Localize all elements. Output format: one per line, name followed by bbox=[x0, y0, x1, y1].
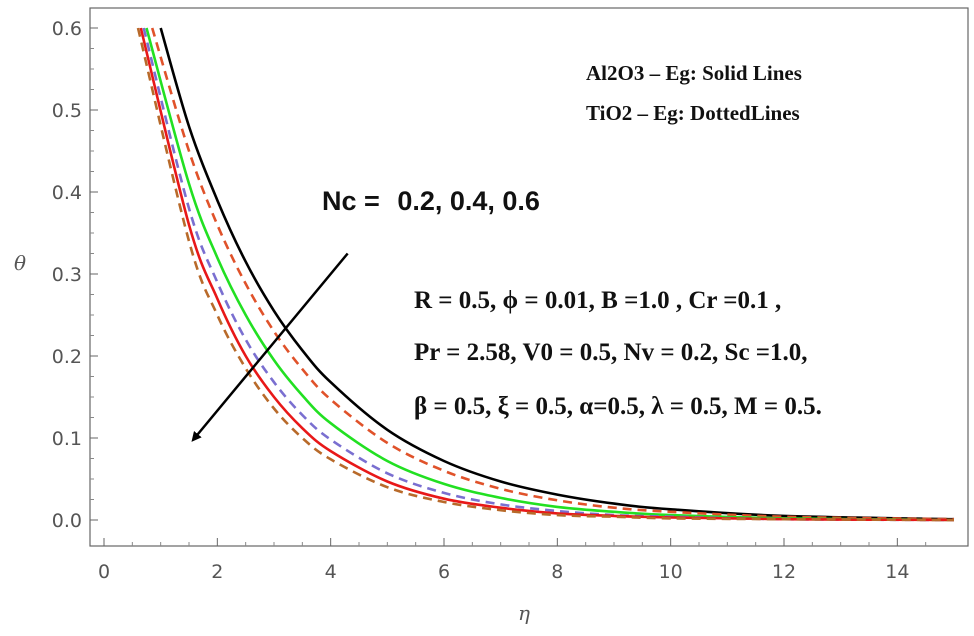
param-line-1: R = 0.5, ϕ = 0.01, B =1.0 , Cr =0.1 , bbox=[414, 287, 781, 314]
legend-dotted: TiO2 – Eg: DottedLines bbox=[586, 101, 800, 125]
series-line-2 bbox=[145, 27, 955, 522]
series-line-4 bbox=[139, 27, 955, 522]
x-axis-ticks: 0 2 4 6 8 10 12 14 bbox=[98, 538, 927, 583]
y-tick-label: 0.5 bbox=[52, 100, 82, 122]
y-axis-title: θ bbox=[14, 251, 26, 275]
param-line-2: Pr = 2.58, V0 = 0.5, Nv = 0.2, Sc =1.0, bbox=[414, 339, 808, 366]
y-tick-label: 0.3 bbox=[52, 264, 82, 286]
series-line-5 bbox=[136, 27, 955, 522]
nc-label: Nc = bbox=[322, 186, 380, 216]
y-tick-label: 0.1 bbox=[52, 428, 82, 450]
series-line-3 bbox=[142, 27, 955, 522]
param-line-3: β = 0.5, ξ = 0.5, α=0.5, λ = 0.5, M = 0.… bbox=[414, 393, 822, 420]
plot-frame bbox=[89, 7, 969, 547]
y-tick-label: 0.0 bbox=[52, 510, 82, 532]
x-axis-title: η bbox=[518, 601, 530, 625]
y-tick-label: 0.2 bbox=[52, 346, 82, 368]
nc-values: 0.2, 0.4, 0.6 bbox=[397, 186, 540, 216]
legend-solid: Al2O3 – Eg: Solid Lines bbox=[586, 61, 802, 85]
x-tick-label: 4 bbox=[325, 561, 337, 583]
nc-annotation: Nc = 0.2, 0.4, 0.6 bbox=[322, 186, 540, 216]
x-tick-label: 10 bbox=[659, 561, 683, 583]
x-tick-label: 14 bbox=[885, 561, 909, 583]
y-tick-label: 0.6 bbox=[52, 18, 82, 40]
series-group bbox=[136, 27, 955, 522]
series-line-1 bbox=[150, 27, 955, 521]
nc-arrow bbox=[191, 252, 349, 442]
y-axis-ticks: 0.0 0.1 0.2 0.3 0.4 0.5 0.6 bbox=[52, 18, 98, 532]
x-tick-label: 8 bbox=[551, 561, 563, 583]
x-tick-label: 2 bbox=[211, 561, 223, 583]
series-line-0 bbox=[159, 27, 955, 521]
x-tick-label: 6 bbox=[438, 561, 450, 583]
x-tick-label: 0 bbox=[98, 561, 110, 583]
y-tick-label: 0.4 bbox=[52, 182, 82, 204]
x-tick-label: 12 bbox=[772, 561, 796, 583]
